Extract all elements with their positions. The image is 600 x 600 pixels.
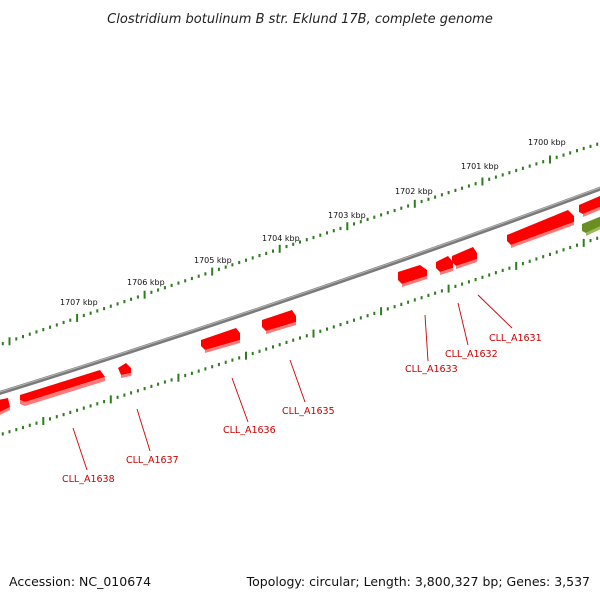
outer-scale-ticks	[1, 142, 599, 346]
gene-feature-cll-a1633[interactable]	[398, 265, 427, 287]
kbp-label-1702: 1702 kbp	[395, 187, 433, 196]
leader-cll-a1635	[289, 359, 306, 403]
gene-feature-cll-a1635[interactable]	[262, 310, 296, 334]
leader-cll-a1636	[231, 377, 249, 423]
leader-cll-a1631	[477, 294, 513, 329]
leader-cll-a1633	[424, 314, 429, 362]
gene-features	[0, 196, 600, 415]
gene-label-cll-a1638[interactable]: CLL_A1638	[62, 474, 115, 485]
kbp-label-1707: 1707 kbp	[60, 298, 98, 307]
kbp-label-1706: 1706 kbp	[127, 278, 165, 287]
kbp-label-1704: 1704 kbp	[262, 234, 300, 243]
gene-label-cll-a1636[interactable]: CLL_A1636	[223, 425, 276, 436]
kbp-label-1705: 1705 kbp	[194, 256, 232, 265]
inner-scale-ticks	[1, 236, 599, 436]
kbp-label-1700: 1700 kbp	[528, 138, 566, 147]
accession-text: Accession: NC_010674	[9, 574, 151, 589]
gene-feature-cll-a1638[interactable]	[20, 370, 105, 406]
gene-feature[interactable]	[507, 210, 574, 248]
gene-label-cll-a1637[interactable]: CLL_A1637	[126, 455, 179, 466]
map-title: Clostridium botulinum B str. Eklund 17B,…	[107, 12, 493, 27]
gene-feature-cll-a1637[interactable]	[118, 363, 131, 378]
gene-feature[interactable]	[579, 196, 600, 217]
gene-label-cll-a1632[interactable]: CLL_A1632	[445, 349, 498, 360]
kbp-scale-labels: 1700 kbp 1701 kbp 1702 kbp 1703 kbp 1704…	[60, 138, 566, 307]
topology-text: Topology: circular; Length: 3,800,327 bp…	[246, 574, 590, 589]
gene-label-cll-a1633[interactable]: CLL_A1633	[405, 364, 458, 375]
gene-feature-cll-a1632[interactable]	[436, 256, 453, 275]
label-leader-lines	[72, 294, 513, 471]
gene-label-cll-a1631[interactable]: CLL_A1631	[489, 333, 542, 344]
genome-backbone	[0, 186, 600, 395]
leader-cll-a1638	[72, 427, 88, 471]
gene-feature-cll-a1631[interactable]	[452, 247, 477, 269]
gene-labels: CLL_A1631 CLL_A1632 CLL_A1633 CLL_A1635 …	[62, 333, 542, 485]
kbp-label-1701: 1701 kbp	[461, 162, 499, 171]
other-feature[interactable]	[582, 216, 600, 236]
leader-cll-a1637	[136, 408, 151, 452]
gene-feature-cll-a1636[interactable]	[201, 328, 240, 353]
genome-backbone-highlight	[0, 187, 600, 393]
kbp-label-1703: 1703 kbp	[328, 211, 366, 220]
leader-cll-a1632	[457, 302, 469, 346]
gene-label-cll-a1635[interactable]: CLL_A1635	[282, 406, 335, 417]
gene-feature[interactable]	[0, 398, 10, 415]
